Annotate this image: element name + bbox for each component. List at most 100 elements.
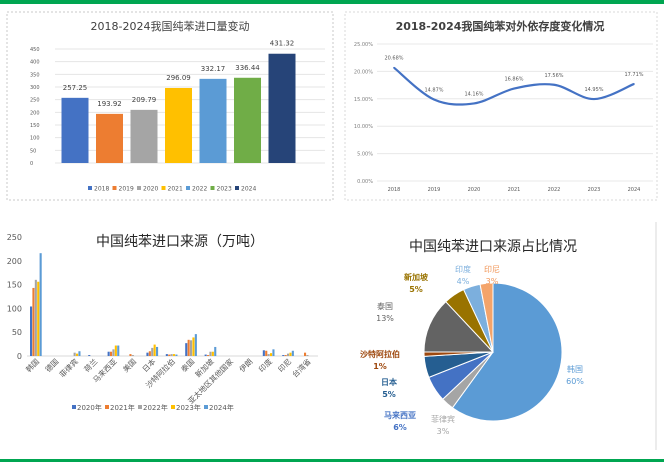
bar-菲律宾-2022年 <box>73 352 76 356</box>
data-label: 193.92 <box>97 100 122 108</box>
bar-荷兰-2020年 <box>88 355 91 356</box>
data-label: 16.86% <box>504 77 523 83</box>
x-tick-label: 2022 <box>548 187 561 193</box>
y-tick-label: 50 <box>12 328 22 337</box>
pie-slice-印尼 <box>479 282 494 353</box>
bar-印度-2022年 <box>267 354 270 356</box>
y-tick-label: 15.00% <box>354 97 373 103</box>
pie-slice-韩国 <box>451 282 563 422</box>
slice-label: 印度 <box>455 264 471 274</box>
bar-泰国-2022年 <box>190 340 193 356</box>
y-tick-label: 150 <box>7 281 22 290</box>
bar-沙特阿拉伯-2021年 <box>168 354 171 356</box>
bar-印度-2020年 <box>262 350 265 356</box>
bar-沙特阿拉伯-2020年 <box>165 354 168 356</box>
data-label: 332.17 <box>201 65 226 73</box>
data-point-2018 <box>393 66 395 69</box>
slice-label: 印尼 <box>484 265 500 274</box>
bar-台湾省-2021年 <box>304 352 307 356</box>
slice-percent: 1% <box>373 362 387 371</box>
legend-swatch <box>204 405 208 409</box>
legend-swatch <box>138 405 142 409</box>
x-tick-label: 菲律宾 <box>57 356 80 379</box>
legend-swatch <box>171 405 175 409</box>
data-point-2023 <box>593 98 595 100</box>
bar-印度-2024年 <box>272 349 275 356</box>
bar-2018 <box>61 97 89 163</box>
bar-印尼-2020年 <box>282 355 285 356</box>
y-tick-label: 200 <box>7 257 22 266</box>
bar-新加坡-2023年 <box>211 351 214 356</box>
bar-2023 <box>234 77 261 163</box>
y-tick-label: 250 <box>7 233 22 242</box>
legend-label: 2023年 <box>176 403 201 412</box>
y-tick-label: 200 <box>30 110 40 116</box>
legend-swatch <box>186 186 190 190</box>
x-tick-label: 台湾省 <box>290 356 313 379</box>
bar-印尼-2021年 <box>284 355 287 356</box>
bar-韩国-2021年 <box>32 287 35 356</box>
y-tick-label: 300 <box>30 85 40 91</box>
y-tick-label: 100 <box>7 304 22 313</box>
slice-label: 马来西亚 <box>384 410 416 420</box>
bar-日本-2023年 <box>153 344 156 356</box>
bar-印尼-2023年 <box>289 352 292 356</box>
legend-label: 2024年 <box>209 403 234 412</box>
bar-泰国-2021年 <box>187 339 190 356</box>
bar-印尼-2024年 <box>291 350 294 356</box>
bar-新加坡-2020年 <box>204 354 207 356</box>
x-tick-label: 2019 <box>428 187 441 193</box>
y-tick-label: 250 <box>30 98 40 104</box>
bottom-green-bar <box>0 459 664 462</box>
chart4-title: 中国纯苯进口来源占比情况 <box>409 238 577 255</box>
y-tick-label: 100 <box>30 136 40 142</box>
bar-韩国-2024年 <box>39 253 42 356</box>
legend-swatch <box>88 186 92 190</box>
dependency-chart: 2018-2024我国纯苯对外依存度变化情况 0.00% 5.00% 10.00% 1… <box>354 19 653 193</box>
chart1-title: 2018-2024我国纯苯进口量变动 <box>91 19 250 33</box>
data-label: 257.25 <box>63 84 88 92</box>
bar-新加坡-2024年 <box>214 346 217 356</box>
bar-新加坡-2021年 <box>207 355 210 356</box>
legend-label: 2020年 <box>77 403 102 412</box>
y-tick-label: 450 <box>30 47 40 53</box>
import-share-pie: 中国纯苯进口来源占比情况 韩国 60% 菲律宾 3% 马来西亚 6% 日本 5% 沙特阿拉伯 1%… <box>360 238 584 436</box>
x-tick-label: 2020 <box>468 187 481 193</box>
slice-percent: 5% <box>382 390 396 399</box>
y-tick-label: 20.00% <box>354 69 373 75</box>
data-point-2020 <box>473 102 475 105</box>
bar-马来西亚-2022年 <box>112 349 115 356</box>
x-tick-label: 2018 <box>388 187 401 193</box>
legend-swatch <box>161 186 166 190</box>
bar-沙特阿拉伯-2024年 <box>175 354 178 356</box>
y-tick-label: 150 <box>30 123 40 129</box>
slice-percent: 3% <box>486 277 499 286</box>
bar-2019 <box>96 113 123 163</box>
data-label: 296.09 <box>166 74 191 82</box>
bar-美国-2022年 <box>131 355 134 356</box>
bar-马来西亚-2021年 <box>110 351 113 356</box>
bar-日本-2021年 <box>148 351 151 356</box>
legend-label: 2024 <box>241 186 256 193</box>
legend-label: 2021 <box>168 186 183 193</box>
data-label: 14.16% <box>464 91 483 97</box>
x-tick-label: 韩国 <box>23 356 41 374</box>
bar-菲律宾-2023年 <box>76 353 79 356</box>
data-label: 209.79 <box>132 96 157 104</box>
bar-2020 <box>130 109 158 163</box>
slice-label: 菲律宾 <box>431 414 455 424</box>
bar-新加坡-2022年 <box>209 351 212 356</box>
bar-印度-2021年 <box>265 350 268 356</box>
legend-swatch <box>105 405 109 409</box>
y-tick-label: 0 <box>17 352 22 361</box>
slice-percent: 13% <box>376 314 394 323</box>
legend-label: 2022 <box>192 186 207 193</box>
chart2-frame <box>344 11 658 201</box>
chart3-title: 中国纯苯进口来源（万吨） <box>96 233 264 250</box>
bar-沙特阿拉伯-2023年 <box>173 354 176 356</box>
bar-韩国-2022年 <box>34 279 37 356</box>
legend-label: 2021年 <box>110 403 135 412</box>
y-tick-label: 0 <box>30 161 33 167</box>
bar-韩国-2020年 <box>30 306 33 356</box>
